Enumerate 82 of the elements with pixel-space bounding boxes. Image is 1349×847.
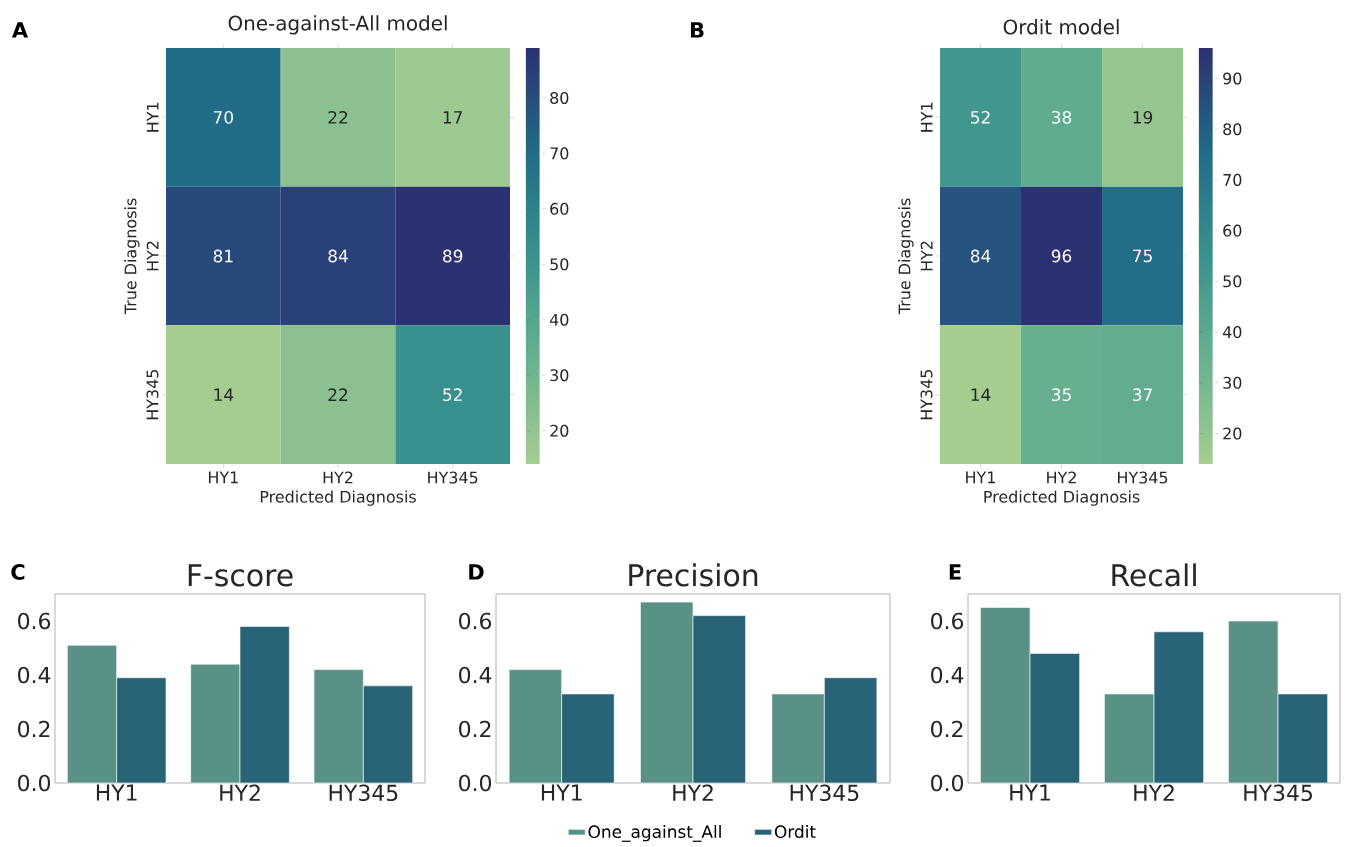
color-bar-label: 90 — [1223, 72, 1242, 85]
color-bar-label: 30 — [1223, 376, 1242, 389]
color-bar-label: 20 — [550, 424, 569, 437]
text: A — [12, 22, 28, 38]
x-tick-label: HY2 — [1134, 784, 1174, 801]
chart-title: One-against-All model — [228, 15, 447, 35]
y-tick-label: 0.2 — [931, 720, 963, 738]
y-tick-label: HY2 — [920, 241, 933, 271]
x-tick-label: HY2 — [1047, 471, 1076, 484]
y-tick-label: 0.0 — [459, 774, 492, 792]
legend-label: Ordit — [774, 824, 816, 839]
data-label: 19 — [1133, 110, 1153, 124]
y-tick-label: 0.2 — [459, 720, 491, 738]
y-tick-label: 0.4 — [18, 666, 51, 684]
x-axis-title: Predicted Diagnosis — [260, 490, 416, 506]
y-tick-label: 0.4 — [931, 666, 964, 684]
data-label: 37 — [1133, 388, 1152, 402]
x-tick-label: HY1 — [208, 471, 238, 484]
x-tick-label: HY1 — [96, 784, 137, 801]
x-tick-label: HY1 — [966, 471, 995, 484]
color-bar-label: 50 — [1223, 275, 1242, 288]
x-tick-label: HY345 — [1244, 784, 1312, 802]
x-tick-label: HY345 — [790, 784, 859, 802]
y-tick-label: 0.0 — [931, 774, 964, 792]
x-tick-label: HY2 — [323, 471, 353, 484]
y-tick-label: HY1 — [920, 102, 933, 132]
chart-title: Recall — [1112, 563, 1196, 587]
y-axis-title: True Diagnosis — [124, 198, 140, 315]
x-tick-label: HY2 — [220, 784, 260, 801]
data-label: 52 — [971, 110, 990, 124]
y-tick-label: HY1 — [146, 102, 159, 132]
data-label: 84 — [970, 249, 991, 263]
text: B — [690, 22, 704, 38]
x-tick-label: HY345 — [329, 784, 398, 802]
color-bar-label: 20 — [1223, 427, 1242, 440]
color-bar-label: 70 — [550, 147, 569, 160]
x-tick-label: HY1 — [1010, 784, 1050, 801]
y-tick-label: 0.6 — [18, 612, 51, 630]
color-bar-label: 80 — [550, 91, 569, 104]
data-label: 17 — [443, 111, 462, 124]
data-label: 22 — [328, 111, 348, 124]
y-tick-label: 0.6 — [931, 612, 964, 630]
data-label: 96 — [1051, 249, 1072, 263]
y-axis-title: True Diagnosis — [898, 198, 914, 315]
x-tick-label: HY345 — [428, 471, 478, 484]
y-tick-label: 0.0 — [18, 774, 51, 792]
y-tick-label: 0.2 — [18, 720, 50, 738]
x-tick-label: HY2 — [673, 784, 713, 801]
y-tick-label: HY345 — [920, 369, 933, 420]
data-label: 89 — [443, 249, 463, 263]
data-label: 14 — [971, 388, 991, 401]
legend-label: One_against_All — [588, 824, 721, 842]
chart-title: F-score — [188, 564, 293, 587]
data-label: 35 — [1052, 388, 1071, 402]
data-label: 81 — [213, 249, 233, 263]
color-bar-label: 40 — [1222, 326, 1242, 339]
data-label: 38 — [1052, 110, 1072, 124]
data-label: 52 — [443, 388, 462, 402]
data-label: 84 — [328, 249, 348, 263]
x-axis-title: Predicted Diagnosis — [984, 490, 1140, 506]
y-tick-label: 0.4 — [459, 666, 492, 684]
color-bar-label: 70 — [1223, 173, 1242, 186]
y-tick-label: HY2 — [146, 241, 159, 271]
text: E — [949, 564, 961, 580]
color-bar-label: 60 — [550, 202, 569, 215]
data-label: 14 — [214, 388, 234, 401]
chart-title: Precision — [629, 563, 758, 587]
data-label: 22 — [328, 388, 348, 401]
color-bar-label: 80 — [1223, 123, 1242, 136]
color-bar-label: 60 — [1223, 224, 1242, 237]
text: D — [469, 564, 484, 580]
data-label: 75 — [1133, 249, 1152, 263]
y-tick-label: 0.6 — [459, 612, 492, 630]
color-bar-label: 50 — [550, 258, 569, 271]
y-tick-label: HY345 — [146, 369, 159, 420]
color-bar-label: 40 — [549, 313, 569, 326]
x-tick-label: HY345 — [1118, 471, 1168, 484]
chart-title: Ordit model — [1003, 19, 1119, 35]
text: C — [11, 564, 25, 580]
color-bar-label: 30 — [550, 369, 569, 382]
x-tick-label: HY1 — [541, 784, 582, 801]
data-label: 70 — [213, 110, 233, 124]
